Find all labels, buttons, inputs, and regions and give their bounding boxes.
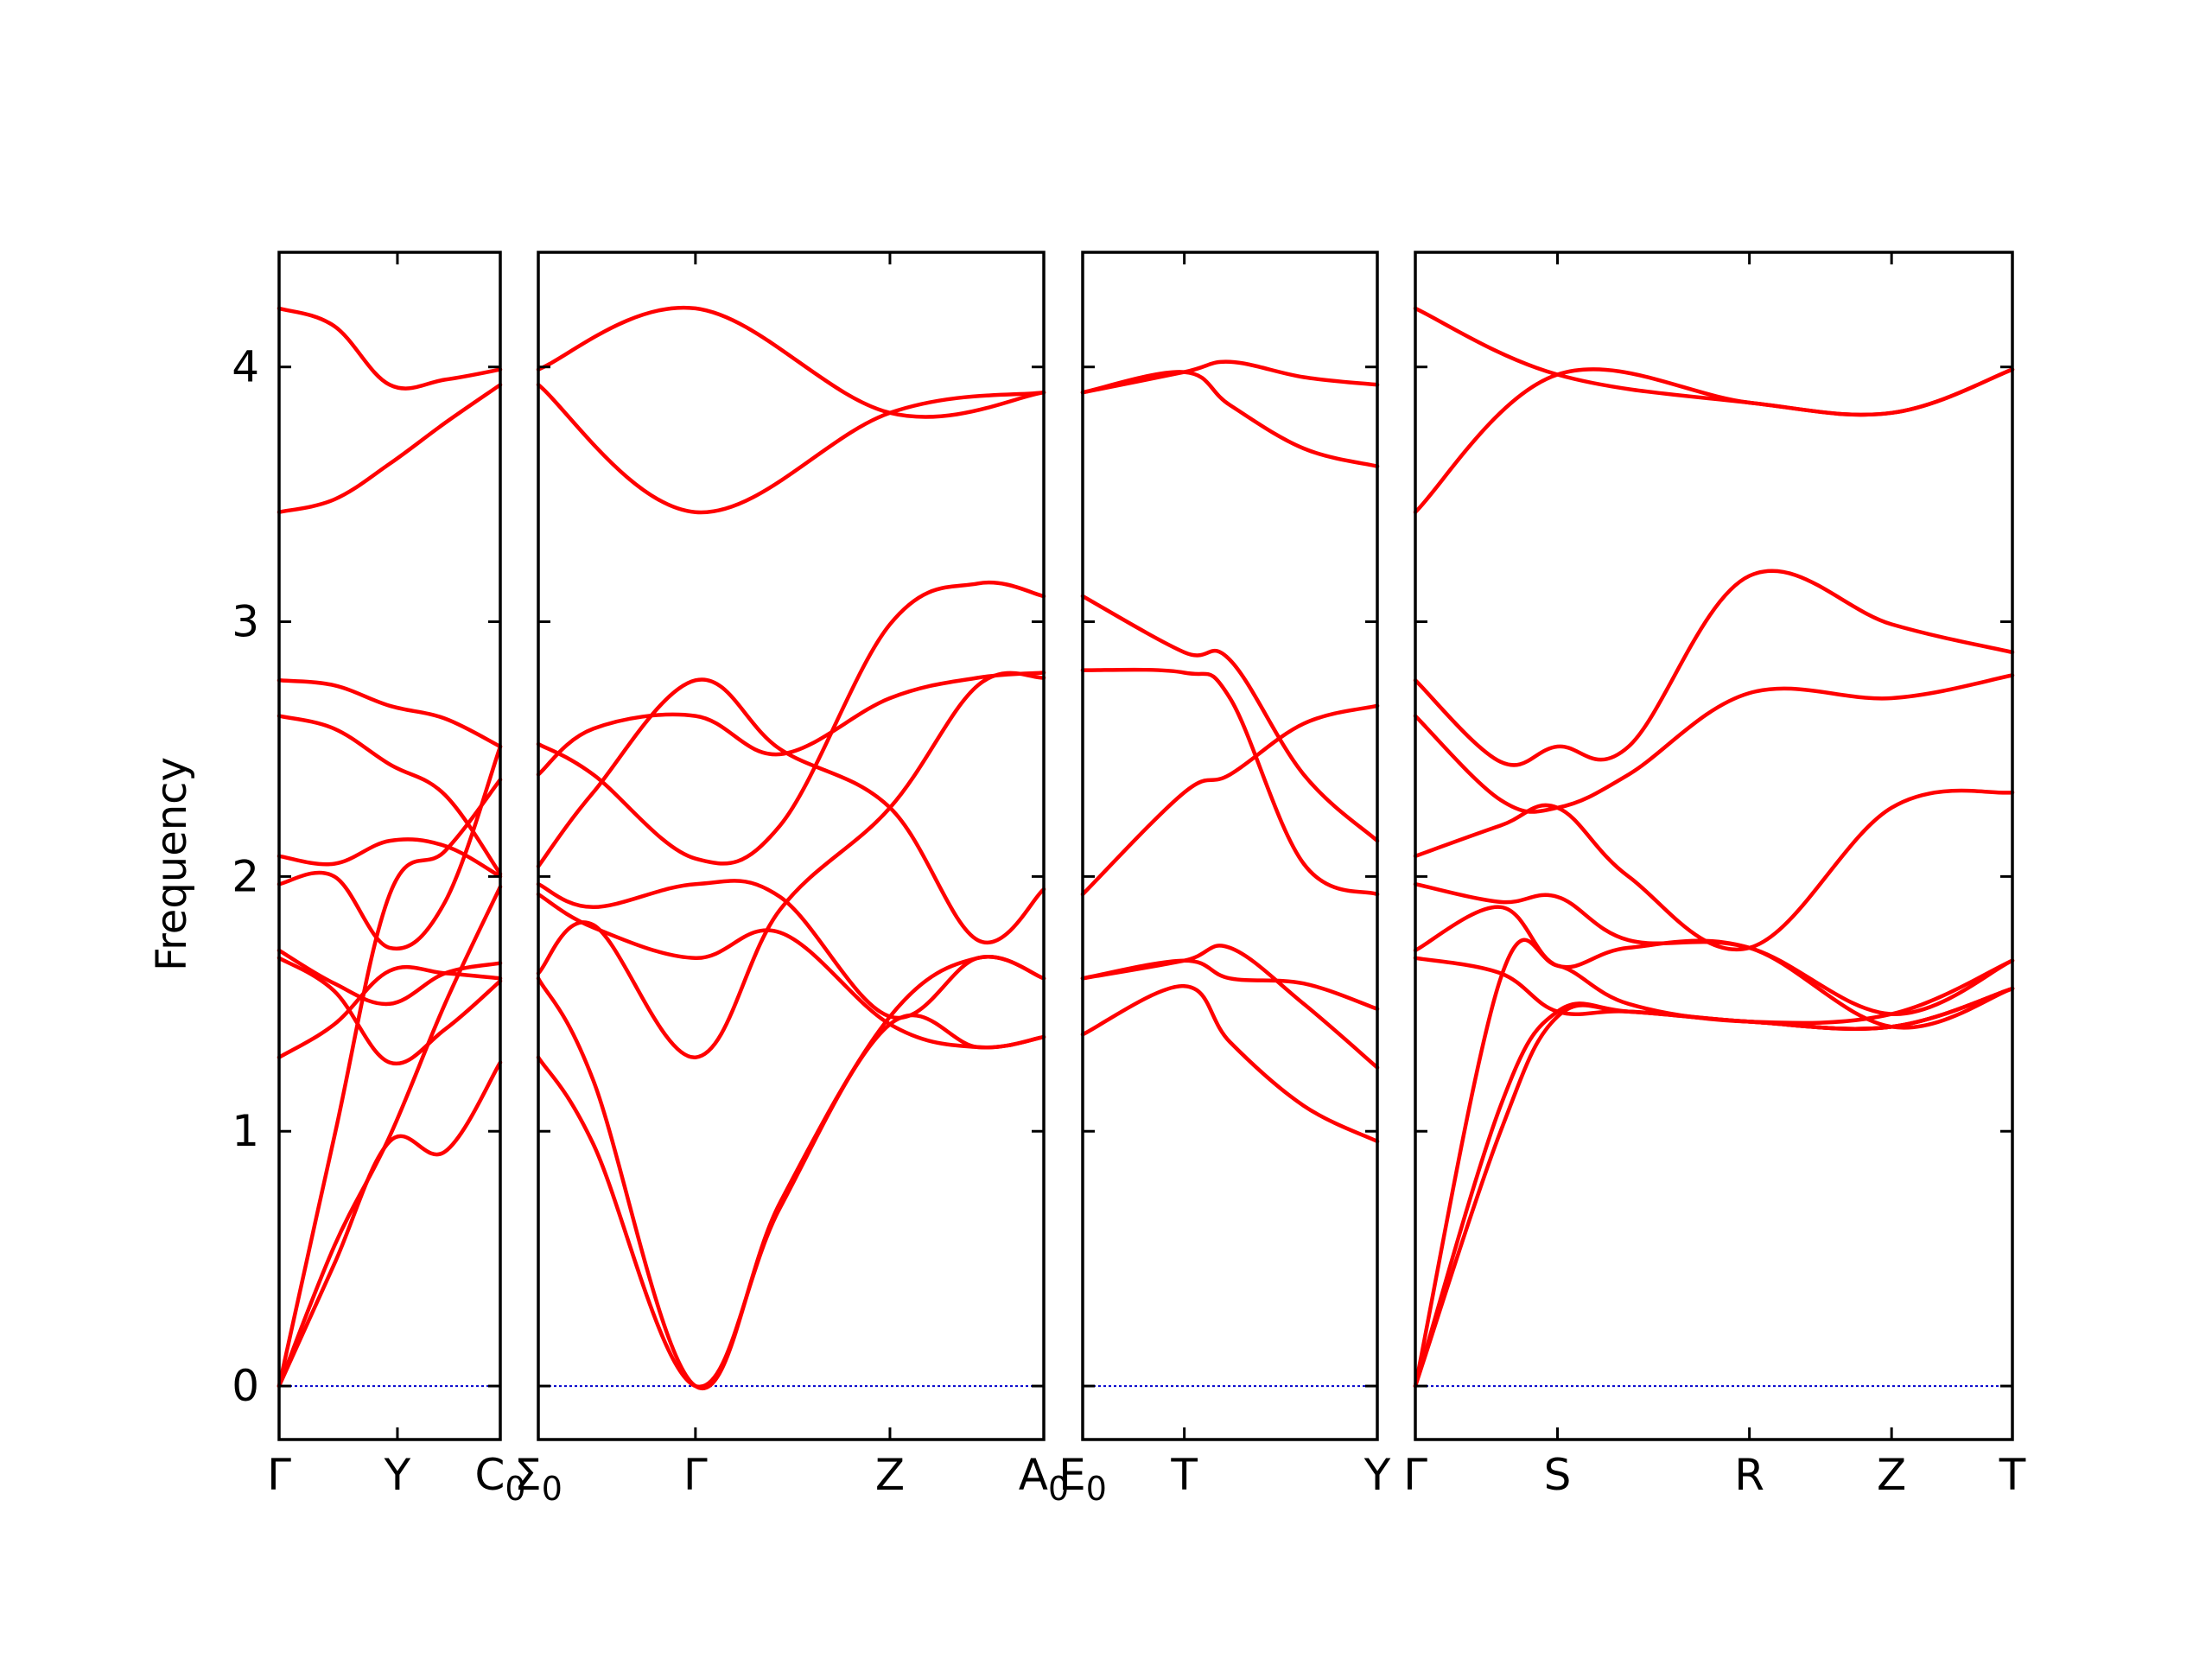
band-p1-5 [276, 744, 503, 951]
band-p1-11 [276, 1060, 503, 1389]
band-p1-9 [276, 778, 503, 1389]
band-p2-9 [536, 1013, 1046, 1389]
band-p4-8 [1413, 938, 2015, 1389]
band-p2-1 [536, 383, 1046, 514]
band-p2-4 [536, 677, 1046, 944]
band-p1-1 [276, 383, 503, 514]
band-p1-3 [276, 714, 503, 876]
band-p1-2 [276, 678, 503, 749]
y-tick-label: 1 [232, 1106, 259, 1156]
x-tick-label: Y [1363, 1450, 1391, 1500]
x-tick-label: Γ [1403, 1450, 1427, 1500]
band-p3-5 [1080, 944, 1380, 1070]
band-p3-7 [1080, 958, 1380, 1011]
band-p3-2 [1080, 594, 1380, 843]
x-tick-label: T [1170, 1450, 1198, 1500]
band-p2-7 [536, 671, 1046, 1059]
band-p2-0 [536, 305, 1046, 419]
y-axis-label: Frequency [148, 757, 196, 971]
x-tick-label: Γ [683, 1450, 708, 1500]
panel-frame [277, 251, 502, 1441]
x-tick-label: Γ [267, 1450, 291, 1500]
x-tick-label: Y [384, 1450, 411, 1500]
x-tick-label: S [1544, 1450, 1572, 1500]
band-p3-0 [1080, 359, 1380, 395]
band-p1-6 [276, 948, 503, 1007]
band-p1-10 [276, 884, 503, 1389]
band-p1-0 [276, 306, 503, 391]
band-p4-2 [1413, 569, 2015, 767]
x-tick-label: A0 [1019, 1450, 1069, 1508]
panel-p1: Γ Y C0 [267, 251, 526, 1508]
x-tick-label: T [1999, 1450, 2026, 1500]
y-tick-label: 3 [232, 597, 259, 647]
panel-p3: E0 T Y [1058, 251, 1391, 1508]
band-p1-8 [276, 964, 503, 1059]
band-p1-7 [276, 956, 503, 1066]
x-tick-label: Z [1877, 1450, 1906, 1500]
band-p3-6 [1080, 983, 1380, 1144]
band-p3-3 [1080, 667, 1380, 897]
x-tick-label: C0 [474, 1450, 525, 1508]
panel-frame [537, 251, 1046, 1441]
panel-frame [1414, 251, 2014, 1441]
y-tick-label: 4 [232, 342, 259, 392]
x-tick-label: R [1734, 1450, 1764, 1500]
band-p3-1 [1080, 370, 1380, 468]
band-p2-2 [536, 580, 1046, 866]
band-p4-1 [1413, 367, 2015, 514]
y-axis: 0 1 2 3 4 [232, 342, 259, 1411]
x-tick-label: Z [875, 1450, 905, 1500]
band-p4-3 [1413, 673, 2015, 814]
y-tick-label: 2 [232, 851, 259, 901]
panel-p2: Σ0 Γ Z A0 [514, 251, 1069, 1508]
band-p4-4 [1413, 788, 2015, 952]
panel-frame [1081, 251, 1379, 1441]
band-p4-10 [1413, 986, 2015, 1389]
y-tick-label: 0 [232, 1361, 259, 1411]
band-p3-4 [1080, 703, 1380, 897]
band-p2-3 [536, 671, 1046, 777]
